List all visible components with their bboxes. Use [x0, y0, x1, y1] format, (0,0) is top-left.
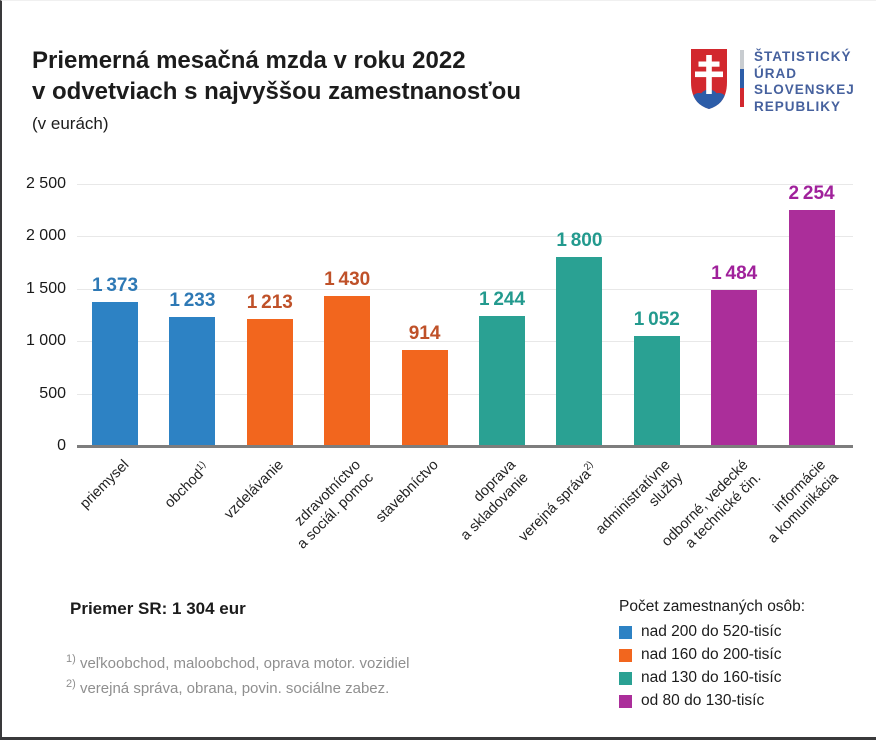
x-axis-label-line: vzdelávanie	[221, 457, 288, 523]
legend-swatch	[619, 694, 632, 708]
bar-value-label: 1 430	[324, 269, 371, 291]
footnote-text: veľkoobchod, maloobchod, oprava motor. v…	[75, 655, 410, 672]
logo-line-1: ŠTATISTICKÝ	[754, 49, 852, 64]
footnote-marker: 2)	[66, 678, 76, 690]
bar	[711, 290, 758, 446]
logo-wordmark: ŠTATISTICKÝ ÚRAD SLOVENSKEJ REPUBLIKY	[754, 49, 855, 115]
y-axis-tick-label: 2 000	[25, 227, 66, 245]
y-axis-tick-label: 2 500	[25, 175, 66, 192]
gridline	[77, 288, 853, 290]
bar	[324, 296, 371, 446]
bar-value-label: 1 052	[633, 308, 680, 330]
bar	[479, 315, 525, 446]
page-title-line1: Priemerná mesačná mzda v roku 2022	[32, 47, 466, 74]
logo-divider-red	[740, 88, 744, 107]
footnote: 1) veľkoobchod, maloobchod, oprava motor…	[66, 649, 410, 674]
bar-value-label: 1 244	[478, 288, 526, 310]
logo-divider-blue	[740, 69, 744, 88]
footnotes: 1) veľkoobchod, maloobchod, oprava motor…	[66, 649, 410, 699]
x-axis-label-line: stavebníctvo	[373, 457, 442, 526]
legend-item-label: nad 130 do 160-tisíc	[641, 669, 782, 686]
bar-value-label: 1 233	[169, 289, 216, 311]
legend-item-label: nad 160 do 200-tisíc	[641, 646, 782, 663]
x-axis-label: informácie a komunikácia	[752, 457, 842, 547]
bar-value-label: 914	[408, 323, 441, 345]
bar	[788, 209, 835, 446]
logo-divider	[740, 50, 744, 107]
x-axis-label: verejná správa2)	[512, 457, 601, 546]
average-annotation: Priemer SR: 1 304 eur	[70, 599, 246, 618]
gridline	[77, 236, 853, 238]
legend-swatch	[619, 648, 632, 662]
bar	[246, 318, 293, 446]
legend-item-label: nad 200 do 520-tisíc	[641, 623, 782, 640]
legend-title: Počet zamestnaných osôb:	[619, 598, 806, 615]
bar	[556, 257, 603, 446]
page-title: Priemerná mesačná mzda v roku 2022 v odv…	[32, 45, 521, 107]
y-axis-tick-label: 1 000	[25, 332, 66, 350]
x-axis-label: vzdelávanie	[222, 457, 289, 524]
slovak-coat-of-arms-icon	[691, 49, 727, 109]
logo-line-3: SLOVENSKEJ	[754, 82, 855, 97]
footnote-text: verejná správa, obrana, povin. sociálne …	[75, 680, 390, 697]
y-axis-tick-label: 1 500	[25, 279, 66, 297]
bar-value-label: 1 484	[711, 263, 758, 285]
x-axis-label: priemysel	[77, 457, 133, 513]
legend-swatch	[619, 625, 632, 639]
susr-logo: ŠTATISTICKÝ ÚRAD SLOVENSKEJ REPUBLIKY	[690, 48, 855, 115]
legend-swatch	[619, 671, 632, 685]
bar	[633, 335, 680, 446]
legend-item: nad 200 do 520-tisíc	[619, 623, 805, 641]
gridline	[77, 184, 853, 185]
x-axis-label: zdravotníctvo a sociál. pomoc	[282, 457, 378, 553]
bar-value-label: 1 213	[246, 291, 293, 313]
legend-item-label: od 80 do 130-tisíc	[641, 692, 765, 709]
page-title-line2: v odvetviach s najvyššou zamestnanosťou	[32, 78, 521, 105]
logo-line-2: ÚRAD	[754, 65, 797, 81]
footnote: 2) verejná správa, obrana, povin. sociál…	[66, 674, 410, 699]
x-axis-line	[77, 445, 853, 448]
footnote-marker: 1)	[66, 653, 76, 665]
gridline	[77, 341, 853, 343]
y-axis-tick-label: 500	[39, 384, 66, 402]
bar	[401, 350, 448, 446]
legend-item: od 80 do 130-tisíc	[619, 692, 805, 710]
legend: Počet zamestnaných osôb: nad 200 do 520-…	[619, 598, 805, 715]
y-axis-tick-label: 0	[57, 437, 66, 454]
bar-value-label: 1 800	[556, 230, 603, 252]
logo-divider-gray	[740, 50, 744, 69]
bar-value-label: 2 254	[788, 182, 835, 204]
bar	[169, 316, 216, 446]
gridline	[77, 393, 853, 395]
x-axis-label: stavebníctvo	[373, 457, 443, 527]
bar	[92, 302, 138, 446]
logo-line-4: REPUBLIKY	[754, 98, 842, 114]
bar-value-label: 1 373	[91, 275, 139, 297]
x-axis-label-line: obchod	[162, 466, 208, 512]
legend-items: nad 200 do 520-tisíc nad 160 do 200-tisíc…	[619, 623, 805, 710]
legend-item: nad 160 do 200-tisíc	[619, 646, 805, 664]
x-axis-label: obchod1)	[159, 457, 214, 512]
legend-item: nad 130 do 160-tisíc	[619, 669, 805, 687]
chart-unit-label: (v eurách)	[32, 114, 109, 133]
x-axis-label-line: priemysel	[77, 457, 133, 513]
